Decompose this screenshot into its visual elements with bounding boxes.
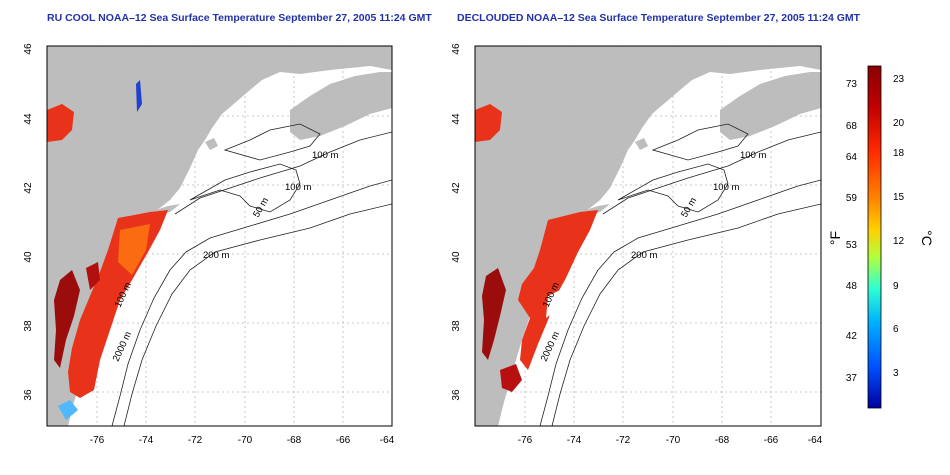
- lat-tick-label: 46: [451, 43, 462, 55]
- lat-tick-label: 46: [23, 43, 34, 55]
- lon-tick-label: -66: [764, 435, 779, 446]
- sst-delaware: [86, 262, 100, 290]
- fahrenheit-unit-label: °F: [827, 231, 843, 245]
- land-mass: [475, 46, 821, 426]
- isobath-contours: [539, 123, 821, 426]
- lon-tick-label: -66: [336, 435, 351, 446]
- land-mass: [47, 46, 392, 426]
- longitude-axis: -76 -74 -72 -70 -68 -66 -64: [90, 435, 395, 446]
- celsius-tick-label: 20: [893, 118, 905, 129]
- sst-orange-patch: [118, 224, 150, 275]
- celsius-tick-label: 6: [893, 324, 899, 335]
- lon-tick-label: -70: [238, 435, 253, 446]
- celsius-tick-label: 15: [893, 192, 905, 203]
- sst-chesapeake: [54, 270, 80, 368]
- cape-cod: [635, 138, 648, 150]
- sst-cloud-gap: [546, 290, 560, 318]
- isobath-contours: [111, 123, 392, 426]
- celsius-tick-label: 12: [893, 236, 905, 247]
- fahrenheit-tick-label: 42: [846, 331, 858, 342]
- fahrenheit-tick-label: 48: [846, 281, 858, 292]
- lon-tick-label: -72: [188, 435, 203, 446]
- colorbar-gradient: [867, 65, 882, 409]
- longitude-axis: -76 -74 -72 -70 -68 -66 -64: [518, 435, 823, 446]
- panel-title: DECLOUDED NOAA–12 Sea Surface Temperatur…: [457, 12, 861, 24]
- lon-tick-label: -64: [380, 435, 395, 446]
- lat-tick-label: 42: [23, 182, 34, 194]
- fahrenheit-tick-label: 53: [846, 240, 858, 251]
- lon-tick-label: -74: [567, 435, 582, 446]
- fahrenheit-tick-label: 64: [846, 152, 858, 163]
- sst-blue-speck: [136, 80, 142, 112]
- lat-tick-label: 38: [451, 320, 462, 332]
- sst-cool-south: [58, 400, 78, 420]
- lon-tick-label: -70: [666, 435, 681, 446]
- cape-cod: [205, 138, 218, 150]
- contour-label: 200 m: [631, 250, 657, 261]
- panel-raw-sst: RU COOL NOAA–12 Sea Surface Temperature …: [23, 12, 432, 446]
- contour-label: 100 m: [740, 150, 766, 161]
- lon-tick-label: -74: [139, 435, 154, 446]
- lat-tick-label: 42: [451, 182, 462, 194]
- sst-chesapeake: [482, 268, 506, 360]
- contour-label: 100 m: [285, 182, 311, 193]
- lat-tick-label: 44: [451, 113, 462, 125]
- map-frame: [474, 45, 822, 427]
- panel-title: RU COOL NOAA–12 Sea Surface Temperature …: [47, 12, 432, 24]
- sst-gulf-maine-patch: [47, 104, 74, 142]
- celsius-tick-label: 23: [893, 74, 905, 85]
- lon-tick-label: -68: [715, 435, 730, 446]
- sst-gulf-maine-patch: [475, 104, 502, 142]
- fahrenheit-scale: 73 68 64 59 53 48 42 37: [846, 79, 858, 384]
- nova-scotia: [720, 72, 821, 140]
- map-frame: [46, 45, 393, 427]
- celsius-unit-label: °C: [919, 230, 935, 246]
- lat-tick-label: 40: [23, 251, 34, 263]
- lat-tick-label: 36: [23, 389, 34, 401]
- lon-tick-label: -72: [616, 435, 631, 446]
- celsius-scale: 23 20 18 15 12 9 6 3: [893, 74, 905, 379]
- fahrenheit-tick-label: 68: [846, 121, 858, 132]
- celsius-tick-label: 3: [893, 368, 899, 379]
- contour-label: 100 m: [312, 150, 338, 161]
- sst-warm-region: [68, 210, 168, 398]
- fahrenheit-tick-label: 37: [846, 373, 858, 384]
- fahrenheit-tick-label: 73: [846, 79, 858, 90]
- latitude-axis: 36 38 40 42 44 46: [451, 43, 462, 401]
- lon-tick-label: -68: [287, 435, 302, 446]
- latitude-axis: 36 38 40 42 44 46: [23, 43, 34, 401]
- lat-tick-label: 38: [23, 320, 34, 332]
- lat-tick-label: 36: [451, 389, 462, 401]
- fahrenheit-tick-label: 59: [846, 193, 858, 204]
- lat-tick-label: 40: [451, 251, 462, 263]
- lon-tick-label: -76: [518, 435, 533, 446]
- colorbar: 73 68 64 59 53 48 42 37 23 20 18 15 12 9…: [827, 65, 935, 409]
- lon-tick-label: -64: [808, 435, 823, 446]
- contour-label: 100 m: [713, 182, 739, 193]
- nova-scotia: [290, 72, 392, 140]
- sst-warm-region: [518, 210, 598, 370]
- panel-declouded-sst: DECLOUDED NOAA–12 Sea Surface Temperatur…: [451, 12, 861, 446]
- celsius-tick-label: 9: [893, 281, 899, 292]
- celsius-tick-label: 18: [893, 148, 905, 159]
- sst-south-patch: [500, 364, 522, 392]
- lon-tick-label: -76: [90, 435, 105, 446]
- contour-label: 200 m: [203, 250, 229, 261]
- lat-tick-label: 44: [23, 113, 34, 125]
